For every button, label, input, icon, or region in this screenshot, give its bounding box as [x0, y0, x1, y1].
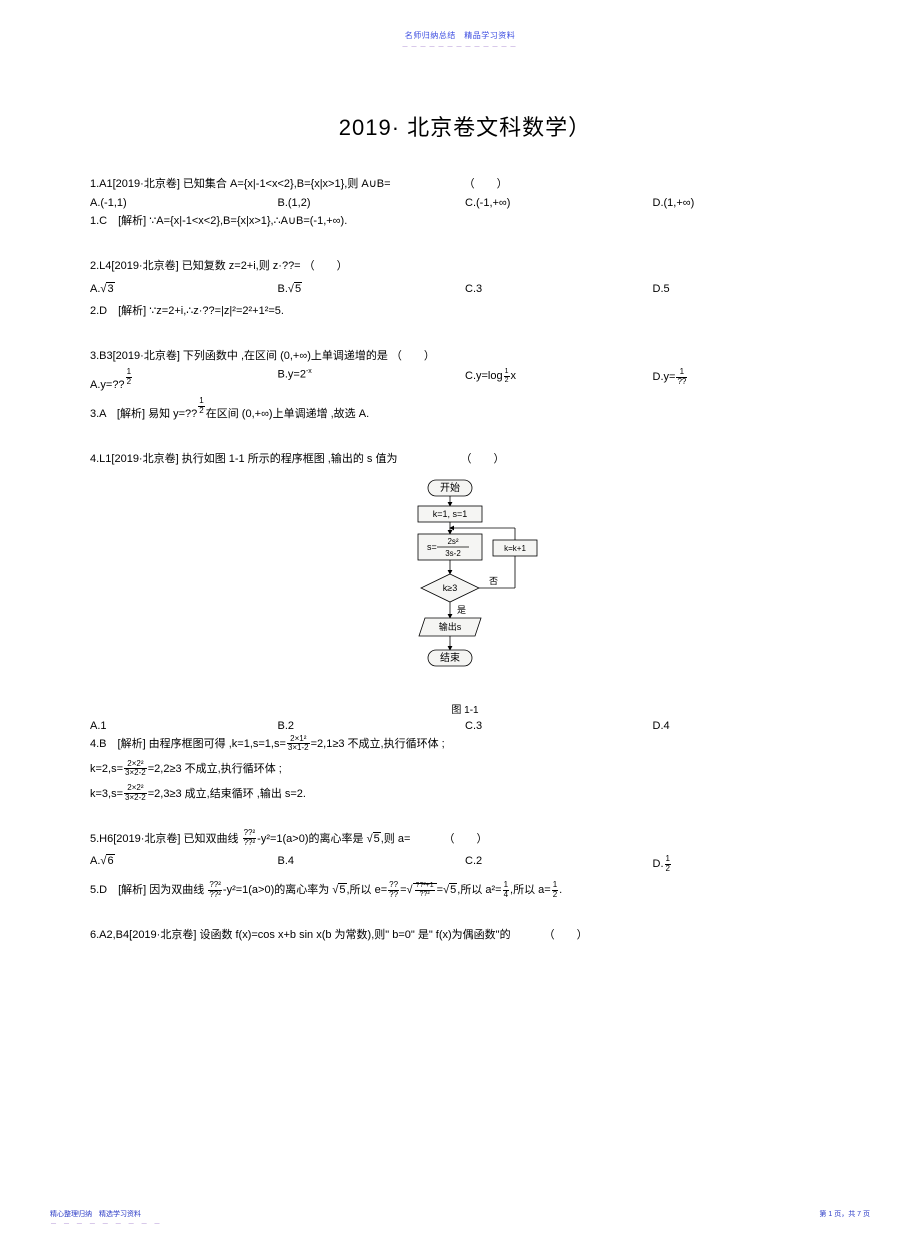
- footer-left: 精心整理归纳 精选学习资料 － － － － － － － － －: [50, 1209, 163, 1229]
- q1-opt-a: A.(-1,1): [90, 197, 278, 209]
- flow-no: 否: [489, 576, 498, 586]
- q4-stem: 4.L1[2019·北京卷] 执行如图 1-1 所示的程序框图 ,输出的 s 值…: [90, 449, 840, 470]
- svg-text:3s-2: 3s-2: [445, 549, 461, 558]
- flowchart-caption: 图 1-1: [90, 701, 840, 716]
- q5-opt-d: D.12: [653, 855, 841, 874]
- q1-answer: 1.C [解析] ∵A={x|-1<x<2},B={x|x>1},∴A∪B=(-…: [90, 211, 840, 232]
- flow-end: 结束: [440, 651, 460, 664]
- q3-stem: 3.B3[2019·北京卷] 下列函数中 ,在区间 (0,+∞)上单调递增的是 …: [90, 346, 840, 367]
- q4-options: A.1 B.2 C.3 D.4: [90, 720, 840, 732]
- q3-opt-d: D.y=1??: [653, 368, 841, 391]
- q3-opt-c: C.y=log12x: [465, 368, 653, 391]
- q3-options: A.y=??12 B.y=2-x C.y=log12x D.y=1??: [90, 368, 840, 391]
- flow-init: k=1, s=1: [433, 509, 468, 519]
- q2-options: A.3 B.5 C.3 D.5: [90, 283, 840, 295]
- flowchart: 开始 k=1, s=1 s= 2s² 3s-2 k=k+1 k≥3 否: [90, 478, 840, 716]
- q4-ans1: 4.B [解析] 由程序框图可得 ,k=1,s=1,s=2×1²3×1-2=2,…: [90, 734, 840, 755]
- q4-opt-a: A.1: [90, 720, 278, 732]
- q1-stem: 1.A1[2019·北京卷] 已知集合 A={x|-1<x<2},B={x|x>…: [90, 174, 840, 195]
- page-footer: 精心整理归纳 精选学习资料 － － － － － － － － － 第 1 页，共 …: [50, 1209, 870, 1229]
- q1-options: A.(-1,1) B.(1,2) C.(-1,+∞) D.(1,+∞): [90, 197, 840, 209]
- q2-opt-c: C.3: [465, 283, 653, 295]
- top-header-line2: －－－－－－－－－－－－－: [0, 42, 920, 52]
- q6-stem: 6.A2,B4[2019·北京卷] 设函数 f(x)=cos x+b sin x…: [90, 925, 840, 946]
- page-content: 2019· 北京卷文科数学） 1.A1[2019·北京卷] 已知集合 A={x|…: [90, 110, 840, 946]
- q5-opt-a: A.6: [90, 855, 278, 874]
- flow-out: 输出s: [439, 621, 462, 632]
- q4-opt-b: B.2: [278, 720, 466, 732]
- q5-opt-c: C.2: [465, 855, 653, 874]
- top-header: 名师归纳总结 精品学习资料 －－－－－－－－－－－－－: [0, 30, 920, 52]
- q1-opt-b: B.(1,2): [278, 197, 466, 209]
- q4-ans2: k=2,s=2×2²3×2-2=2,2≥3 不成立,执行循环体 ;: [90, 759, 840, 780]
- q1-opt-d: D.(1,+∞): [653, 197, 841, 209]
- q3-opt-a: A.y=??12: [90, 368, 278, 391]
- q5-stem: 5.H6[2019·北京卷] 已知双曲线 ??²??²-y²=1(a>0)的离心…: [90, 829, 840, 850]
- q2-opt-a: A.3: [90, 283, 278, 295]
- flow-start: 开始: [440, 481, 460, 494]
- q5-opt-b: B.4: [278, 855, 466, 874]
- q2-opt-b: B.5: [278, 283, 466, 295]
- q3-answer: 3.A [解析] 易知 y=??12在区间 (0,+∞)上单调递增 ,故选 A.: [90, 397, 840, 425]
- q5-options: A.6 B.4 C.2 D.12: [90, 855, 840, 874]
- svg-text:2s²: 2s²: [447, 537, 458, 546]
- flow-inc: k=k+1: [504, 544, 526, 553]
- flow-cond: k≥3: [443, 583, 457, 593]
- q4-ans3: k=3,s=2×2²3×2-2=2,3≥3 成立,结束循环 ,输出 s=2.: [90, 784, 840, 805]
- q2-answer: 2.D [解析] ∵z=2+i,∴z·??=|z|²=2²+1²=5.: [90, 301, 840, 322]
- q1-opt-c: C.(-1,+∞): [465, 197, 653, 209]
- q4-opt-c: C.3: [465, 720, 653, 732]
- q4-opt-d: D.4: [653, 720, 841, 732]
- document-title: 2019· 北京卷文科数学）: [90, 110, 840, 142]
- top-header-line1: 名师归纳总结 精品学习资料: [0, 30, 920, 41]
- q5-answer: 5.D [解析] 因为双曲线 ??²??²-y²=1(a>0)的离心率为 5,所…: [90, 880, 840, 901]
- q2-opt-d: D.5: [653, 283, 841, 295]
- flowchart-svg: 开始 k=1, s=1 s= 2s² 3s-2 k=k+1 k≥3 否: [375, 478, 555, 696]
- flow-yes: 是: [457, 605, 466, 615]
- q2-stem: 2.L4[2019·北京卷] 已知复数 z=2+i,则 z·??= （ ）: [90, 256, 840, 277]
- svg-text:s=: s=: [427, 542, 437, 552]
- q3-opt-b: B.y=2-x: [278, 368, 466, 391]
- footer-right: 第 1 页，共 7 页: [819, 1209, 870, 1229]
